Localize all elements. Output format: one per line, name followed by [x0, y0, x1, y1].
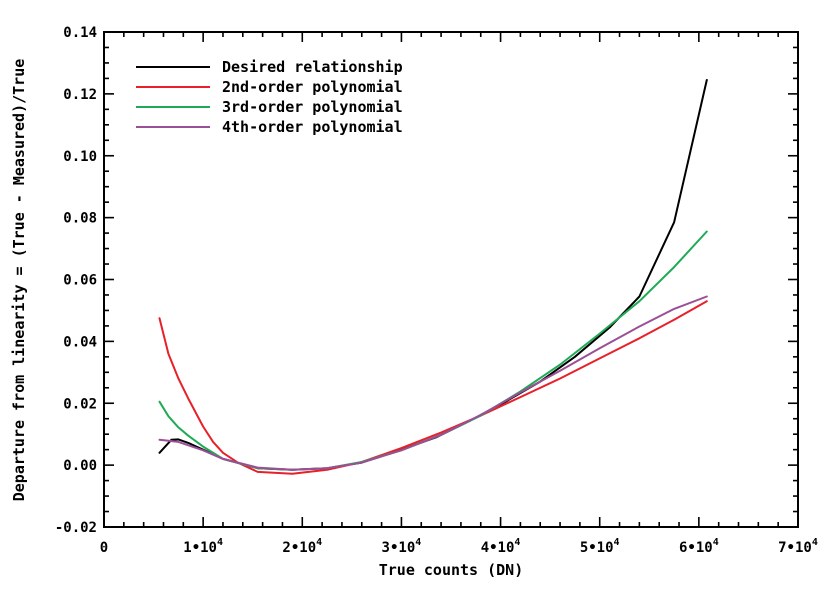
tick-labels: 0 1•104 2•104 3•104 4•104 5•104 6•104 7•104 -0.0… [55, 25, 818, 556]
x-tick-label: 3•104 [382, 537, 422, 556]
y-tick-label: 0.08 [63, 211, 97, 227]
legend-label-desired-relationship: Desired relationship [222, 58, 403, 76]
series-lines [158, 79, 708, 475]
x-tick-label: 0 [100, 540, 108, 556]
series-line-4th-order-polynomial [158, 295, 708, 471]
x-tick-label: 5•104 [580, 537, 620, 556]
series-line-3rd-order-polynomial [158, 230, 708, 471]
series-line-desired-relationship [158, 79, 708, 471]
y-tick-label: -0.02 [55, 520, 97, 536]
legend-label-4th-order-polynomial: 4th-order polynomial [222, 118, 403, 136]
tick-marks [103, 31, 799, 528]
legend-label-2nd-order-polynomial: 2nd-order polynomial [222, 78, 403, 96]
x-tick-label: 7•104 [778, 537, 818, 556]
series-line-2nd-order-polynomial [158, 300, 708, 475]
legend-label-3rd-order-polynomial: 3rd-order polynomial [222, 98, 403, 116]
x-tick-label: 1•104 [183, 537, 223, 556]
x-tick-label: 2•104 [282, 537, 322, 556]
y-tick-label: 0.12 [63, 87, 97, 103]
y-tick-label: 0.10 [63, 149, 97, 165]
x-tick-label: 4•104 [481, 537, 521, 556]
x-axis-label: True counts (DN) [379, 561, 524, 579]
y-tick-label: 0.06 [63, 273, 97, 289]
y-tick-label: 0.02 [63, 396, 97, 412]
y-tick-label: 0.14 [63, 25, 97, 41]
y-tick-label: 0.04 [63, 334, 97, 350]
y-tick-label: 0.00 [63, 458, 97, 474]
y-axis-label: Departure from linearity = (True - Measu… [10, 59, 28, 502]
legend: Desired relationship 2nd-order polynomial… [136, 58, 403, 136]
x-tick-label: 6•104 [679, 537, 719, 556]
